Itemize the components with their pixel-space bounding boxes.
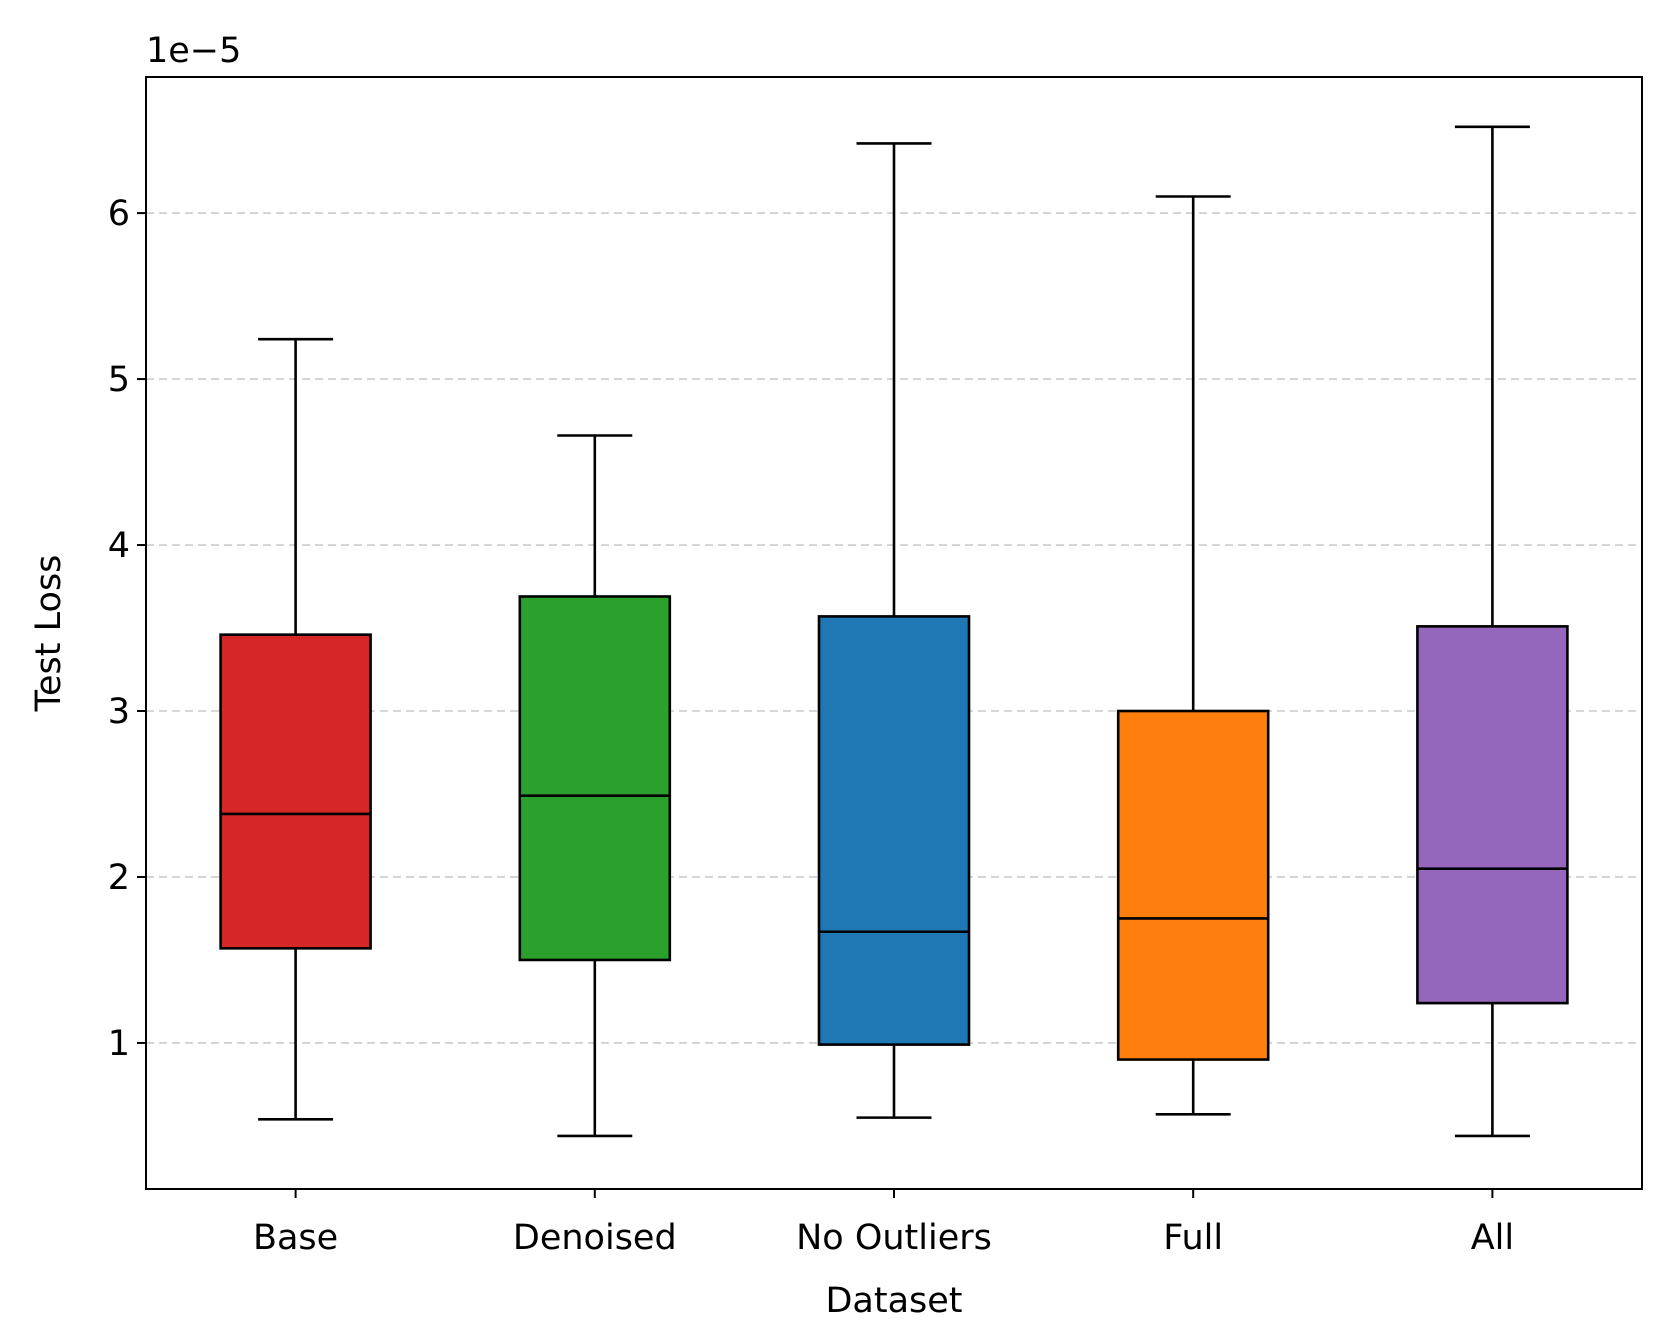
box-no-outliers bbox=[817, 142, 971, 1119]
x-tick-label: Full bbox=[1163, 1218, 1223, 1258]
box-body bbox=[1416, 625, 1569, 1005]
box-body bbox=[1116, 709, 1270, 1061]
y-tick-label: 3 bbox=[108, 692, 130, 732]
box-body bbox=[817, 615, 971, 1046]
y-offset-text: 1e−5 bbox=[146, 31, 241, 71]
x-axis: Base Denoised No Outliers Full All bbox=[253, 1189, 1514, 1258]
y-tick-label: 2 bbox=[108, 858, 130, 898]
boxes bbox=[219, 125, 1569, 1138]
y-axis-label: Test Loss bbox=[29, 555, 69, 713]
x-tick-label: Denoised bbox=[513, 1218, 677, 1258]
box-full bbox=[1116, 195, 1270, 1116]
x-tick-label: All bbox=[1471, 1218, 1514, 1258]
box-all bbox=[1416, 125, 1569, 1138]
x-tick-label: Base bbox=[253, 1218, 338, 1258]
y-tick-label: 6 bbox=[108, 194, 130, 234]
box-body bbox=[518, 595, 672, 962]
y-axis: 1 2 3 4 5 6 bbox=[108, 194, 146, 1064]
x-axis-label: Dataset bbox=[825, 1281, 962, 1321]
y-tick-label: 1 bbox=[108, 1024, 130, 1064]
y-tick-label: 4 bbox=[108, 526, 130, 566]
y-tick-label: 5 bbox=[108, 360, 130, 400]
box-body bbox=[219, 633, 372, 950]
box-denoised bbox=[518, 434, 672, 1138]
box-base bbox=[219, 337, 372, 1121]
x-tick-label: No Outliers bbox=[796, 1218, 992, 1258]
